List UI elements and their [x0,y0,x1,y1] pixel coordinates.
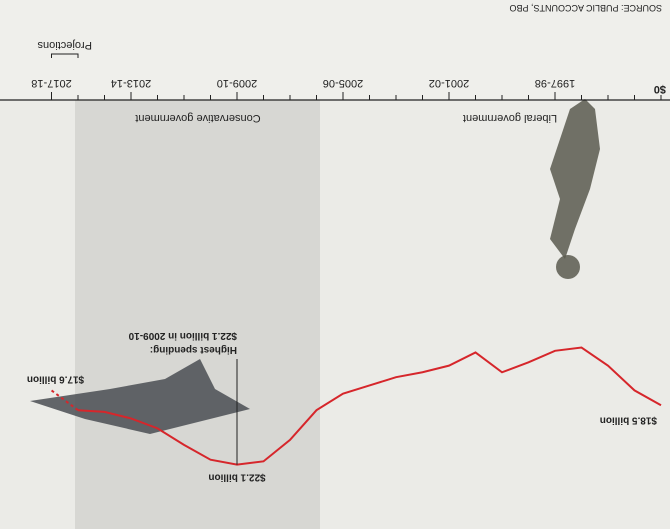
x-tick-label: 2017-18 [31,77,71,89]
source: SOURCE: PUBLIC ACCOUNTS, PBO [509,3,662,13]
chart: SOURCE: PUBLIC ACCOUNTS, PBO Liberal gov… [0,0,670,529]
peak-label: $22.1 billion [208,472,265,483]
start-label: $18.5 billion [600,414,657,425]
x-tick-label: 2009-10 [217,77,257,89]
projections-label: Projections [37,39,92,51]
highest-text: $22.1 billion in 2009-10 [128,330,237,341]
x-tick-label: 2001-02 [429,77,469,89]
x-tick-label: 2005-06 [323,77,363,89]
conservative-label: Conservative government [135,112,260,124]
end-label: $17.6 billion [27,373,84,384]
x-tick-label: 1997-98 [535,77,575,89]
conservative-shade [75,100,320,529]
rotated-chart: SOURCE: PUBLIC ACCOUNTS, PBO Liberal gov… [0,3,670,529]
x-tick-label: 2013-14 [111,77,151,89]
y-tick-label: $0 [654,83,666,95]
projection-bracket [52,54,79,58]
soldier-head [556,255,580,279]
page: {"chart_data": { "type": "line", "source… [0,0,670,529]
liberal-label: Liberal government [463,112,557,124]
highest-title: Highest spending: [150,344,237,355]
